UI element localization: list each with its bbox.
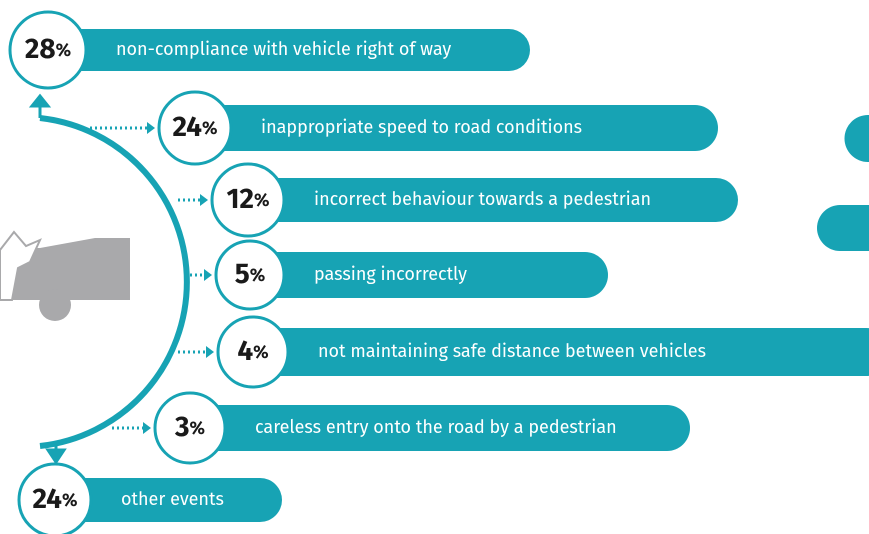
percent-value: 24 <box>173 111 203 144</box>
label: inappropriate speed to road conditions <box>261 116 582 138</box>
percent-unit: % <box>190 417 205 439</box>
percent-unit: % <box>250 264 265 286</box>
arrow <box>32 96 48 118</box>
arrow <box>204 269 212 281</box>
percent-value: 3 <box>174 411 190 444</box>
arrow <box>143 422 151 434</box>
label: incorrect behaviour towards a pedestrian <box>314 188 651 210</box>
label: other events <box>121 488 224 510</box>
percent-value: 4 <box>237 335 253 368</box>
percent-unit: % <box>254 189 269 211</box>
arrow <box>48 446 64 462</box>
label: non-compliance with vehicle right of way <box>116 38 451 60</box>
decor-pill <box>817 205 869 251</box>
car-icon <box>0 232 130 321</box>
percent-unit: % <box>202 117 217 139</box>
label: not maintaining safe distance between ve… <box>318 340 706 362</box>
percent-value: 5 <box>235 258 250 291</box>
decor-pill <box>844 115 869 162</box>
arrow <box>206 346 214 358</box>
percent-value: 24 <box>33 483 63 516</box>
infographic: 28% non-compliance with vehicle right of … <box>0 0 869 534</box>
percent-value: 28 <box>25 33 56 66</box>
percent-unit: % <box>62 489 77 511</box>
percent-value: 12 <box>227 183 254 216</box>
percent-unit: % <box>56 39 71 61</box>
percent-unit: % <box>253 341 268 363</box>
label: careless entry onto the road by a pedest… <box>255 416 617 438</box>
label: passing incorrectly <box>314 263 467 285</box>
arrow <box>147 122 155 134</box>
arrow <box>200 194 208 206</box>
